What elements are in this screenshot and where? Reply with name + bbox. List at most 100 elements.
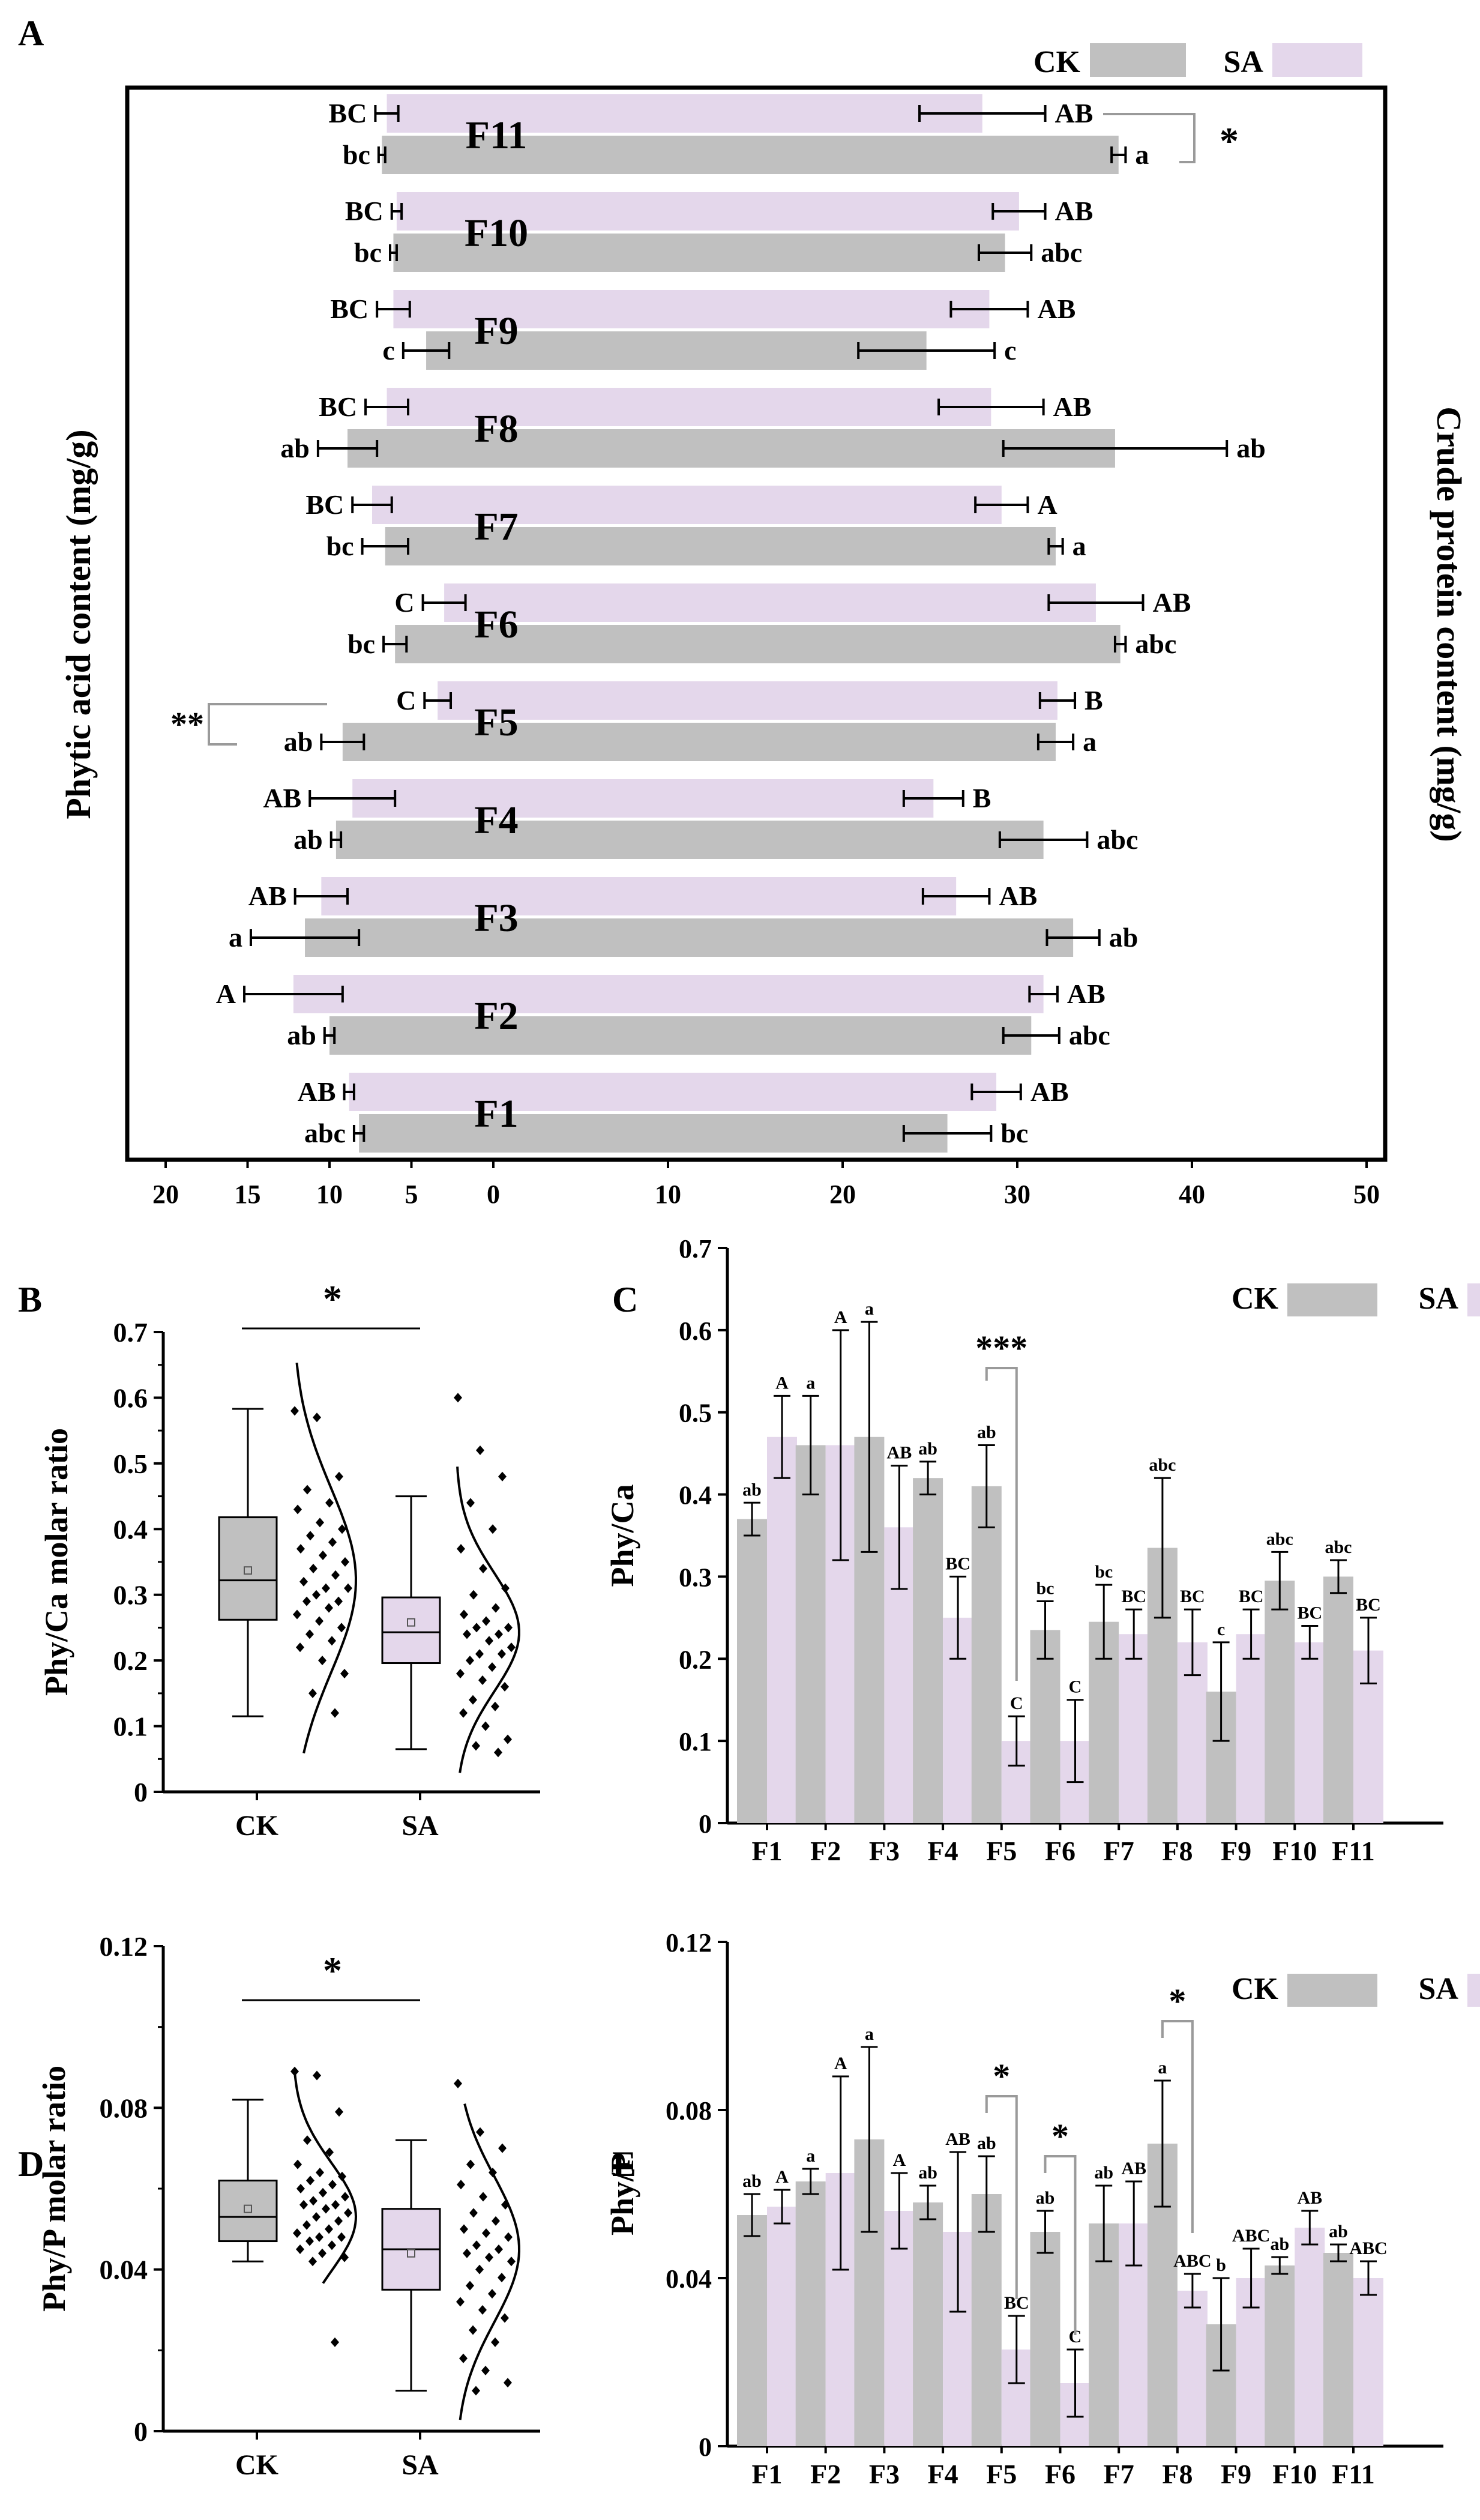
significance-letter: a (806, 1373, 815, 1393)
x-tick-label: F9 (1221, 1836, 1251, 1866)
y-tick-label: 0.3 (113, 1580, 148, 1611)
significance-letter: ABC (1232, 2226, 1270, 2246)
category-label: F7 (474, 505, 518, 549)
category-label: F11 (466, 113, 528, 157)
data-point (498, 1649, 506, 1659)
data-point (507, 1642, 516, 1653)
data-point (293, 2228, 301, 2238)
data-point (485, 2252, 493, 2262)
y-tick-label: 0.04 (100, 2255, 148, 2285)
bar-sa-F8 (387, 388, 991, 426)
significance-letter: a (1083, 726, 1096, 757)
significance-star: * (1051, 2117, 1069, 2156)
significance-letter: abc (1069, 1020, 1110, 1051)
significance-letter: bc (1095, 1562, 1113, 1582)
bar-sa-F10 (1295, 1642, 1325, 1823)
bar-ck-F9 (426, 331, 927, 370)
data-point (290, 2066, 299, 2076)
data-point (318, 1656, 326, 1666)
data-point (472, 1741, 480, 1751)
significance-letter: bc (1000, 1118, 1028, 1148)
y-tick-label: 0.2 (679, 1645, 712, 1674)
significance-letter: a (806, 2146, 815, 2166)
data-point (319, 2187, 327, 2198)
significance-star: * (1220, 119, 1239, 162)
x-tick-label: SA (402, 1810, 439, 1842)
y-tick-label: 0.6 (679, 1316, 712, 1346)
significance-letter: ab (1236, 433, 1266, 463)
bar-sa-F7 (1119, 1634, 1149, 1823)
bar-ck-F5 (342, 723, 1056, 761)
data-point (475, 1649, 484, 1659)
data-point (331, 2199, 340, 2210)
significance-letter: ab (742, 2171, 762, 2191)
data-point (305, 1629, 314, 1639)
data-point (313, 2070, 321, 2081)
significance-letter: AB (887, 1443, 912, 1463)
bar-sa-F3 (884, 2211, 915, 2446)
data-point (495, 1629, 503, 1639)
significance-stars: ** (170, 706, 204, 743)
data-point (334, 2216, 343, 2226)
data-point (454, 2078, 462, 2088)
data-point (331, 2337, 339, 2347)
legend-label-sa: SA (1419, 1972, 1459, 2006)
data-point (337, 1623, 346, 1633)
significance-letter: a (865, 2024, 874, 2044)
box-ck (218, 1516, 278, 1621)
bar-ck-F11 (1323, 2253, 1353, 2446)
density-curve (295, 1362, 358, 1754)
data-point (325, 2224, 333, 2234)
bar-ck-F1 (737, 1519, 767, 1823)
data-point (489, 1524, 497, 1534)
data-point (507, 2256, 516, 2267)
data-point (504, 2232, 513, 2242)
significance-letter: AB (263, 783, 301, 813)
bar-ck-F3 (305, 918, 1074, 957)
data-point (472, 2240, 481, 2250)
data-point (456, 1669, 465, 1679)
panel-label-a: A (18, 13, 44, 53)
y-tick-label: 0.1 (679, 1727, 712, 1756)
significance-letter: BC (1180, 1587, 1205, 1606)
category-label: F9 (474, 309, 518, 353)
y-label-right: Crude protein content (mg/g) (1430, 406, 1469, 842)
significance-letter: ab (977, 2133, 996, 2153)
data-point (302, 2220, 311, 2230)
data-point (315, 1616, 323, 1626)
bar-sa-F1 (767, 1436, 797, 1823)
data-point (457, 2180, 465, 2190)
data-point (481, 2366, 490, 2375)
data-point (460, 1609, 468, 1620)
data-point (463, 1629, 471, 1639)
legend-label-sa: SA (1224, 45, 1264, 79)
data-point (459, 1708, 468, 1718)
x-tick-label: SA (402, 2449, 439, 2481)
density-curve (456, 1466, 520, 1773)
data-point (338, 1524, 346, 1534)
significance-letter: A (834, 1307, 847, 1327)
data-point (331, 1708, 339, 1718)
data-point (290, 1406, 299, 1416)
data-point (457, 1544, 465, 1554)
x-tick-label: 0 (487, 1180, 500, 1209)
significance-letter: ab (1270, 2234, 1289, 2254)
bar-sa-F10 (1295, 2228, 1325, 2446)
significance-letter: AB (1121, 2159, 1146, 2178)
y-tick-label: 0 (699, 1809, 712, 1839)
bar-ck-F6 (395, 625, 1121, 663)
bar-sa-F8 (1177, 2291, 1208, 2446)
data-point (344, 2208, 352, 2218)
legend-swatch-ck (1090, 43, 1186, 77)
bar-ck-F1 (359, 1114, 948, 1153)
category-label: F6 (474, 603, 518, 647)
significance-letter: AB (1055, 196, 1093, 226)
x-tick-label: 15 (235, 1180, 261, 1209)
significance-letter: B (1084, 685, 1103, 716)
bracket-f5 (208, 703, 327, 746)
x-tick-label: 50 (1353, 1180, 1380, 1209)
data-point (322, 1583, 330, 1593)
data-point (319, 1551, 327, 1561)
significance-letter: BC (1297, 1603, 1322, 1623)
data-point (469, 1590, 478, 1600)
